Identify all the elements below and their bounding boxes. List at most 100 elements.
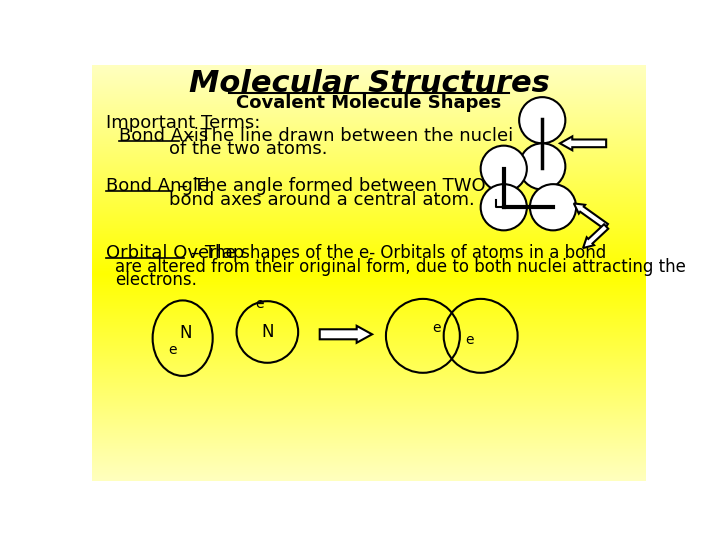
Bar (92, 115, 647, 116)
Bar (92, 104, 647, 105)
Bar (92, 299, 647, 300)
FancyArrow shape (574, 204, 608, 229)
Bar (92, 106, 647, 107)
Circle shape (481, 146, 527, 192)
Bar (92, 320, 647, 321)
Bar (92, 420, 647, 421)
Bar (92, 253, 647, 254)
Bar (92, 449, 647, 450)
Text: – The angle formed between TWO: – The angle formed between TWO (174, 178, 486, 195)
Bar (92, 220, 647, 221)
Bar (92, 102, 647, 103)
Bar (92, 346, 647, 347)
Bar (92, 360, 647, 361)
Text: e: e (433, 321, 441, 335)
Bar (92, 167, 647, 168)
Bar (92, 471, 647, 472)
Bar (92, 262, 647, 264)
Bar (92, 199, 647, 200)
Bar (92, 78, 647, 79)
Bar (92, 311, 647, 312)
Bar (92, 375, 647, 376)
Bar (92, 85, 647, 86)
Bar (92, 210, 647, 211)
Bar (92, 443, 647, 444)
Bar (92, 268, 647, 269)
Bar (92, 309, 647, 310)
Bar (92, 194, 647, 195)
Bar (92, 300, 647, 301)
Bar (92, 230, 647, 231)
Bar (92, 228, 647, 229)
Bar (92, 325, 647, 326)
Bar (92, 123, 647, 124)
Bar (92, 256, 647, 257)
Bar (92, 235, 647, 236)
Bar (92, 407, 647, 408)
Bar (92, 200, 647, 201)
Bar (92, 69, 647, 70)
Bar (92, 174, 647, 175)
Bar (92, 232, 647, 233)
Text: e: e (256, 296, 264, 310)
Bar (92, 171, 647, 172)
Bar (92, 304, 647, 305)
Bar (92, 289, 647, 291)
Bar (92, 323, 647, 325)
Bar (92, 395, 647, 396)
Bar (92, 347, 647, 348)
Bar (92, 274, 647, 275)
Bar (92, 477, 647, 478)
Bar (92, 89, 647, 90)
Bar (92, 153, 647, 154)
Bar (92, 472, 647, 473)
Bar (92, 100, 647, 101)
Bar (92, 387, 647, 388)
Bar (92, 195, 647, 197)
Bar (92, 372, 647, 373)
Bar (92, 215, 647, 217)
Bar (92, 217, 647, 218)
Bar (92, 170, 647, 171)
Bar (92, 298, 647, 299)
Bar (92, 198, 647, 199)
Bar (92, 444, 647, 445)
Bar (92, 154, 647, 155)
Bar (92, 240, 647, 241)
Bar (92, 119, 647, 120)
Bar (92, 88, 647, 89)
Bar (92, 142, 647, 143)
Bar (92, 152, 647, 153)
Bar (92, 183, 647, 184)
Bar (92, 147, 647, 148)
Bar (92, 366, 647, 367)
Bar (92, 279, 647, 280)
Bar (92, 377, 647, 378)
Bar (92, 327, 647, 328)
Bar (92, 96, 647, 97)
Bar (92, 173, 647, 174)
Bar (92, 118, 647, 119)
Bar (92, 302, 647, 303)
Bar (92, 451, 647, 452)
Bar (92, 383, 647, 384)
Bar (92, 316, 647, 318)
Bar (92, 259, 647, 260)
Bar (92, 281, 647, 282)
Bar (92, 107, 647, 108)
Bar (92, 238, 647, 239)
Bar (92, 252, 647, 253)
Bar (92, 396, 647, 397)
Bar (92, 319, 647, 320)
Bar (92, 338, 647, 339)
Bar (92, 75, 647, 76)
Bar (92, 91, 647, 92)
Bar (92, 234, 647, 235)
Bar (92, 130, 647, 131)
Bar (92, 242, 647, 244)
Bar (92, 112, 647, 113)
Bar (92, 416, 647, 417)
Bar (92, 388, 647, 389)
Bar (92, 117, 647, 118)
Bar (92, 207, 647, 208)
